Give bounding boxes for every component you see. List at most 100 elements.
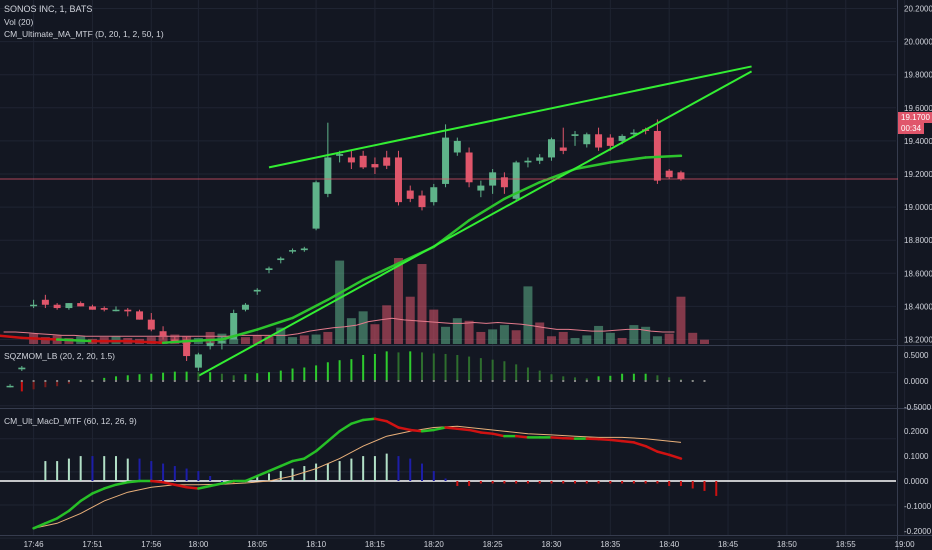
candle-body[interactable] <box>18 367 26 370</box>
candle-body[interactable] <box>206 342 214 347</box>
candle-body[interactable] <box>383 157 391 166</box>
volume-bar <box>629 325 639 344</box>
squeeze-dot <box>609 380 612 382</box>
squeeze-dot <box>703 380 706 382</box>
candle-body[interactable] <box>559 147 567 151</box>
macd-histogram-bar <box>362 456 365 481</box>
candle-body[interactable] <box>159 331 167 337</box>
candle-body[interactable] <box>524 160 532 163</box>
moving-average-segment <box>326 278 365 302</box>
momentum-bar <box>585 378 588 381</box>
candle-body[interactable] <box>500 177 508 188</box>
candle-body[interactable] <box>324 157 332 194</box>
macd-line-segment <box>291 457 306 463</box>
volume-bar <box>699 339 709 344</box>
candle-body[interactable] <box>336 154 344 156</box>
squeeze-dot <box>197 380 200 382</box>
candle-body[interactable] <box>312 182 320 229</box>
macd-indicator-title[interactable]: CM_Ult_MacD_MTF (60, 12, 26, 9) <box>4 416 137 426</box>
moving-average-segment <box>573 161 612 171</box>
candle-body[interactable] <box>124 309 132 312</box>
candle-body[interactable] <box>265 268 273 270</box>
candle-body[interactable] <box>406 190 414 199</box>
candle-body[interactable] <box>606 137 614 146</box>
candle-body[interactable] <box>536 157 544 161</box>
momentum-bar <box>373 353 376 381</box>
candle-body[interactable] <box>571 134 579 136</box>
macd-histogram-bar <box>350 458 353 481</box>
candle-body[interactable] <box>171 339 179 342</box>
squeeze-dot <box>268 380 270 382</box>
macd-line-segment <box>32 522 47 530</box>
macd-line-segment <box>314 439 330 453</box>
candle-body[interactable] <box>6 385 14 388</box>
macd-histogram-bar <box>432 471 435 481</box>
squeeze-dot <box>526 380 529 382</box>
time-axis-tick-label: 18:10 <box>306 540 327 549</box>
macd-line-segment <box>361 417 377 422</box>
candle-body[interactable] <box>53 304 61 309</box>
candle-body[interactable] <box>347 157 355 163</box>
candle-body[interactable] <box>465 152 473 183</box>
squeeze-dot <box>515 380 518 382</box>
macd-line-segment <box>126 479 141 484</box>
trendline[interactable] <box>197 70 753 377</box>
candle-body[interactable] <box>618 135 626 141</box>
candle-body[interactable] <box>453 140 461 153</box>
candle-body[interactable] <box>100 308 108 310</box>
volume-bar <box>570 337 580 344</box>
candle-body[interactable] <box>359 155 367 168</box>
squeeze-momentum-pane[interactable] <box>20 351 706 392</box>
momentum-bar <box>468 356 471 381</box>
candle-body[interactable] <box>253 289 261 292</box>
candle-body[interactable] <box>665 170 673 178</box>
price-pane[interactable] <box>0 65 898 388</box>
candle-body[interactable] <box>194 354 202 368</box>
candle-body[interactable] <box>512 162 520 199</box>
candle-body[interactable] <box>77 303 85 307</box>
candle-body[interactable] <box>230 313 238 340</box>
candle-body[interactable] <box>595 134 603 148</box>
macd-pane[interactable] <box>0 417 896 530</box>
candle-body[interactable] <box>583 134 591 145</box>
candle-body[interactable] <box>241 304 249 310</box>
candle-body[interactable] <box>65 303 73 309</box>
candle-body[interactable] <box>88 306 96 310</box>
candle-body[interactable] <box>477 185 485 191</box>
candle-body[interactable] <box>183 339 191 357</box>
candle-body[interactable] <box>630 132 638 135</box>
candle-body[interactable] <box>677 172 685 179</box>
macd-histogram-bar <box>279 471 282 481</box>
candle-body[interactable] <box>277 258 285 261</box>
volume-bar <box>205 331 215 344</box>
candle-body[interactable] <box>547 139 555 158</box>
candle-body[interactable] <box>300 248 308 251</box>
macd-line-segment <box>432 426 447 432</box>
trendline[interactable] <box>268 65 752 169</box>
candle-body[interactable] <box>112 309 120 312</box>
candle-body[interactable] <box>442 137 450 184</box>
candle-body[interactable] <box>430 187 438 203</box>
candle-body[interactable] <box>418 195 426 208</box>
macd-histogram-bar <box>209 476 212 481</box>
squeeze-dot <box>409 380 412 382</box>
volume-title[interactable]: Vol (20) <box>4 17 34 27</box>
momentum-bar <box>138 374 141 381</box>
candle-body[interactable] <box>289 250 297 252</box>
symbol-title[interactable]: SONOS INC, 1, BATS <box>4 4 93 14</box>
time-axis-tick-label: 18:05 <box>247 540 268 549</box>
ma-indicator-title[interactable]: CM_Ultimate_MA_MTF (D, 20, 1, 2, 50, 1) <box>4 29 164 39</box>
candle-body[interactable] <box>371 164 379 168</box>
time-axis-tick-label: 18:25 <box>483 540 504 549</box>
candle-body[interactable] <box>30 304 38 307</box>
macd-histogram-bar <box>503 481 506 484</box>
candle-body[interactable] <box>147 319 155 330</box>
candle-body[interactable] <box>394 157 402 203</box>
candle-body[interactable] <box>136 311 144 320</box>
sqzmom-indicator-title[interactable]: SQZMOM_LB (20, 2, 20, 1.5) <box>4 351 116 361</box>
candle-body[interactable] <box>218 341 226 343</box>
candle-body[interactable] <box>41 299 49 305</box>
macd-line-segment <box>102 483 118 490</box>
